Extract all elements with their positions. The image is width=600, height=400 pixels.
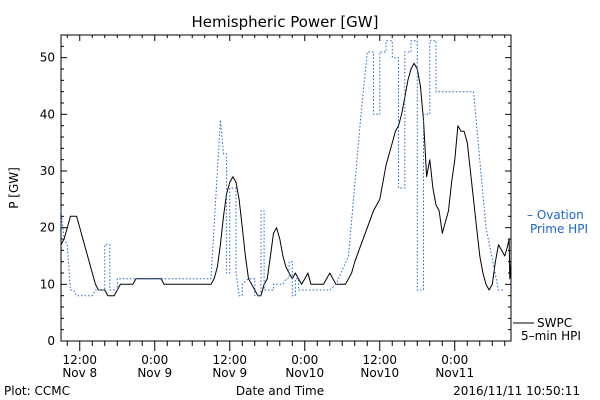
ovation-hpi-series-line bbox=[60, 40, 505, 297]
x-tick-label-time: 0:00 bbox=[291, 353, 318, 367]
y-tick-label: 40 bbox=[40, 107, 55, 121]
series-layer bbox=[60, 40, 512, 297]
chart-title: Hemispheric Power [GW] bbox=[192, 13, 379, 31]
x-tick-label-time: 12:00 bbox=[362, 353, 397, 367]
plot-timestamp: 2016/11/11 10:50:11 bbox=[453, 384, 580, 398]
x-axis-label: Date and Time bbox=[236, 384, 324, 398]
x-tick-label-time: 12:00 bbox=[212, 353, 247, 367]
x-tick-label-time: 12:00 bbox=[62, 353, 97, 367]
plot-frame bbox=[60, 34, 512, 342]
x-tick-label-date: Nov10 bbox=[360, 366, 399, 380]
y-axis-label: P [GW] bbox=[7, 167, 21, 209]
y-tick-label: 50 bbox=[40, 51, 55, 65]
y-tick-label: 30 bbox=[40, 164, 55, 178]
legend-ovation-line2: Prime HPI bbox=[530, 222, 588, 236]
plot-credit: Plot: CCMC bbox=[4, 384, 70, 398]
y-tick-label: 0 bbox=[47, 334, 55, 348]
y-axis: 0 10 20 30 40 50 bbox=[40, 45, 511, 348]
y-tick-label: 10 bbox=[40, 277, 55, 291]
x-tick-label-date: Nov 8 bbox=[62, 366, 97, 380]
swpc-hpi-series-line bbox=[60, 62, 512, 297]
x-tick-label-time: 0:00 bbox=[141, 353, 168, 367]
legend-ovation-line1: – Ovation bbox=[527, 208, 584, 222]
x-tick-label-date: Nov 9 bbox=[137, 366, 172, 380]
legend-swpc-line2: 5–min HPI bbox=[521, 329, 581, 343]
x-tick-label-date: Nov 9 bbox=[212, 366, 247, 380]
x-tick-label-date: Nov10 bbox=[285, 366, 324, 380]
legend-swpc-line1: SWPC bbox=[537, 316, 572, 330]
x-tick-label-time: 0:00 bbox=[441, 353, 468, 367]
legend: – Ovation Prime HPI SWPC 5–min HPI bbox=[513, 208, 588, 343]
y-tick-label: 20 bbox=[40, 221, 55, 235]
x-tick-label-date: Nov11 bbox=[435, 366, 474, 380]
